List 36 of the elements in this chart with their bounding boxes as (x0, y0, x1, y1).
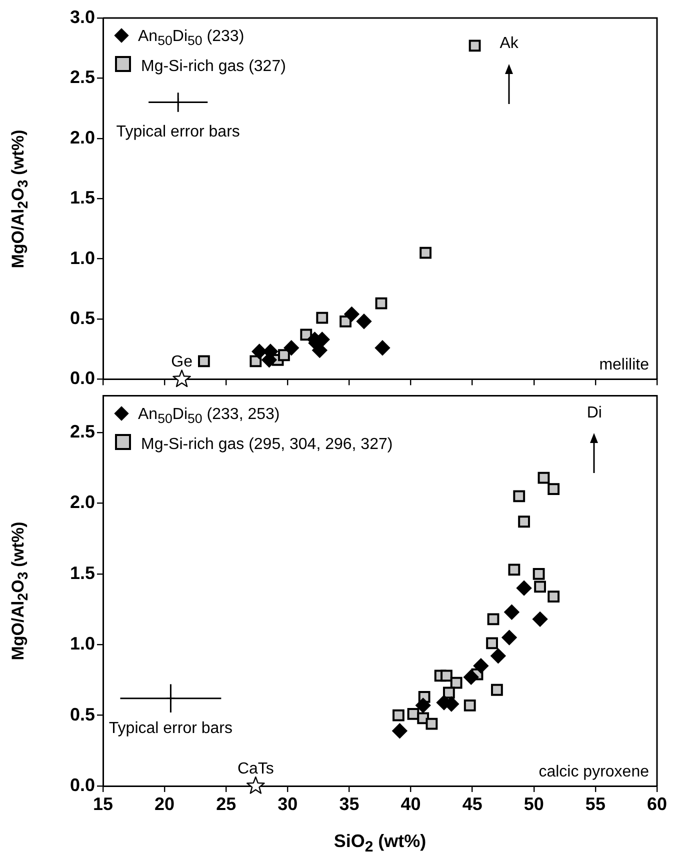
y-tick-label: 1.0 (70, 248, 95, 268)
x-tick-label: 40 (400, 794, 421, 814)
y-tick-label: 0.5 (70, 308, 95, 328)
y-tick-label: 3.0 (70, 6, 95, 27)
y-tick-label: 1.0 (70, 634, 95, 654)
annotation: Typical error bars (116, 124, 240, 141)
x-tick-label: 25 (216, 794, 236, 814)
annotation: Typical error bars (108, 720, 233, 737)
legend-label: An$_{50}$Di$_{50}$ (233) (138, 28, 244, 48)
annotation: melilite (599, 356, 650, 374)
annotation: Ge (171, 354, 193, 371)
legend-label: Mg-Si-rich gas (327) (141, 58, 286, 76)
legend-label: Mg-Si-rich gas (295, 304, 296, 327) (141, 436, 393, 453)
y-tick-label: 0.0 (70, 774, 95, 795)
x-tick-label: 45 (462, 794, 482, 814)
x-axis-title: SiO$_{2}$ (wt%) (334, 831, 426, 855)
y-tick-label: 2.0 (70, 127, 95, 148)
y-tick-label: 2.5 (70, 67, 95, 88)
x-tick-label: 55 (585, 794, 606, 814)
annotation: Ak (500, 35, 520, 52)
y-tick-label: 1.5 (70, 562, 95, 583)
y-tick-label: 2.0 (70, 492, 95, 512)
x-tick-label: 30 (278, 794, 298, 814)
y-tick-label: 2.5 (70, 422, 95, 442)
annotation: CaTs (237, 760, 274, 778)
x-tick-label: 60 (646, 794, 668, 814)
annotation: calcic pyroxene (538, 763, 650, 780)
x-tick-label: 15 (92, 794, 114, 814)
annotation: Di (586, 404, 602, 422)
y-tick-label: 0.5 (70, 704, 95, 724)
x-tick-label: 20 (154, 794, 175, 814)
x-tick-label: 35 (339, 794, 360, 814)
y-tick-label: 0.0 (70, 368, 95, 388)
y-tick-label: 1.5 (70, 188, 95, 208)
x-tick-label: 50 (524, 794, 544, 814)
legend-label: An$_{50}$Di$_{50}$ (233, 253) (138, 406, 280, 426)
